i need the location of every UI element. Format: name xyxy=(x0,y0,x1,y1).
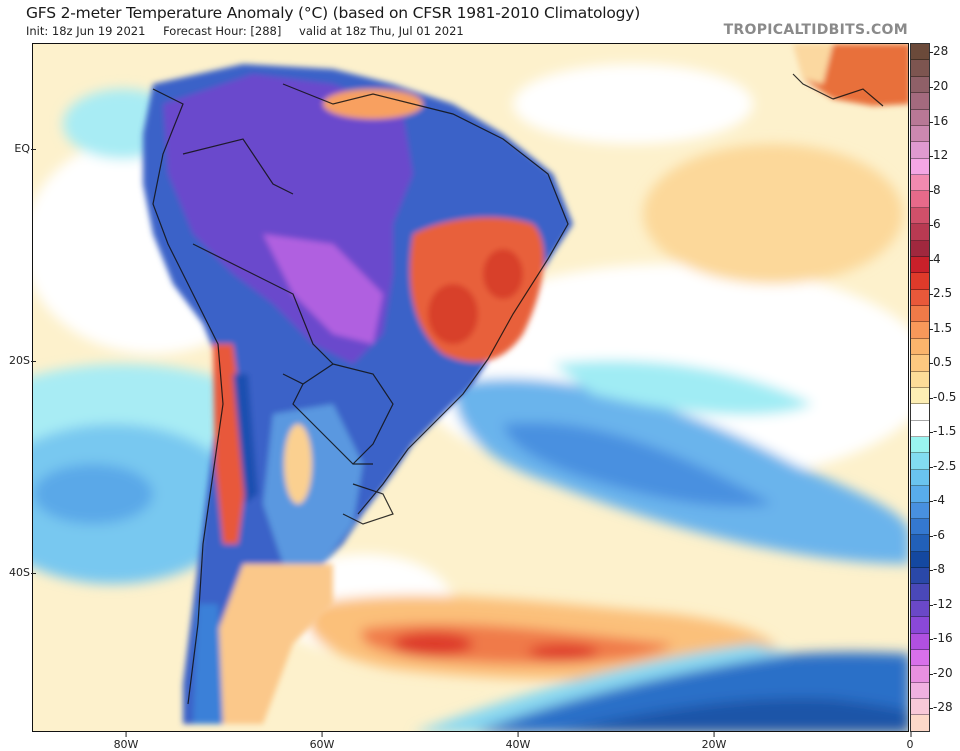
colorbar-label: 16 xyxy=(928,114,949,128)
colorbar-segment xyxy=(911,486,929,503)
colorbar-segment xyxy=(911,715,929,731)
colorbar-segment xyxy=(911,306,929,323)
colorbar-label: 4 xyxy=(929,252,941,266)
x-tick-80w: 80W xyxy=(113,732,139,751)
colorbar-segment xyxy=(911,60,929,77)
colorbar-label: -6 xyxy=(929,528,945,542)
colorbar-label: 1.5 xyxy=(928,321,953,335)
map-panel xyxy=(32,43,909,732)
colorbar-segment xyxy=(911,617,929,634)
colorbar-segment xyxy=(911,273,929,290)
colorbar-label: 12 xyxy=(928,148,949,162)
x-tick-60w: 60W xyxy=(309,732,335,751)
colorbar-segment xyxy=(911,322,929,339)
colorbar-segment xyxy=(911,551,929,568)
colorbar-segment xyxy=(911,256,929,274)
colorbar-segment xyxy=(911,469,929,487)
colorbar-label: -16 xyxy=(929,631,953,645)
colorbar-segment xyxy=(911,175,929,192)
colorbar-label: -1.5 xyxy=(928,424,957,438)
colorbar-label: 28 xyxy=(928,44,949,58)
colorbar-label: 20 xyxy=(928,79,949,93)
y-tick-40s: 40S xyxy=(0,566,36,579)
y-tick-eq: EQ xyxy=(0,142,36,155)
x-tick-20w: 20W xyxy=(701,732,727,751)
colorbar-segment xyxy=(911,420,929,437)
colorbar-segment xyxy=(911,371,929,388)
colorbar-segment xyxy=(911,158,929,175)
colorbar-segment xyxy=(911,437,929,454)
colorbar-segment xyxy=(911,76,929,94)
colorbar-segment xyxy=(911,224,929,241)
colorbar-segment xyxy=(911,518,929,536)
colorbar-segment xyxy=(911,535,929,552)
brand-watermark: TROPICALTIDBITS.COM xyxy=(723,22,908,38)
colorbar-segment xyxy=(911,109,929,126)
x-tick-40w: 40W xyxy=(505,732,531,751)
colorbar-segment xyxy=(911,125,929,143)
colorbar-segment xyxy=(911,404,929,421)
colorbar-label: 2.5 xyxy=(928,286,953,300)
colorbar-segment xyxy=(911,600,929,618)
colorbar-segment xyxy=(911,142,929,159)
colorbar-segment xyxy=(911,355,929,372)
colorbar-segment xyxy=(911,44,929,61)
colorbar-segment xyxy=(911,699,929,716)
x-tick-0: 0 xyxy=(906,732,914,751)
colorbar-label: 8 xyxy=(929,183,941,197)
colorbar-label: 0.5 xyxy=(928,355,953,369)
map-graphic xyxy=(33,44,908,731)
init-time: Init: 18z Jun 19 2021 xyxy=(26,24,146,38)
valid-time: valid at 18z Thu, Jul 01 2021 xyxy=(299,24,464,38)
colorbar-segment xyxy=(911,568,929,585)
colorbar-segment xyxy=(911,649,929,667)
colorbar-segment xyxy=(911,453,929,470)
y-tick-20s: 20S xyxy=(0,354,36,367)
chart-subtitle: Init: 18z Jun 19 2021 Forecast Hour: [28… xyxy=(26,24,478,38)
colorbar-label: -4 xyxy=(929,493,945,507)
colorbar-label: -0.5 xyxy=(928,390,957,404)
colorbar-segment xyxy=(911,633,929,650)
colorbar-segment xyxy=(911,207,929,225)
colorbar-segment xyxy=(911,93,929,110)
forecast-hour: Forecast Hour: [288] xyxy=(163,24,282,38)
colorbar xyxy=(910,43,930,732)
colorbar-segment xyxy=(911,387,929,405)
colorbar-segment xyxy=(911,289,929,306)
colorbar-segment xyxy=(911,191,929,208)
colorbar-label: -20 xyxy=(929,666,953,680)
colorbar-label: -2.5 xyxy=(928,459,957,473)
colorbar-label: 6 xyxy=(929,217,941,231)
colorbar-label: -28 xyxy=(929,700,953,714)
colorbar-segment xyxy=(911,338,929,356)
colorbar-segment xyxy=(911,240,929,257)
chart-title: GFS 2-meter Temperature Anomaly (°C) (ba… xyxy=(26,4,641,22)
colorbar-segment xyxy=(911,502,929,519)
colorbar-segment xyxy=(911,666,929,683)
colorbar-segment xyxy=(911,682,929,699)
colorbar-label: -8 xyxy=(929,562,945,576)
colorbar-segment xyxy=(911,584,929,601)
colorbar-label: -12 xyxy=(929,597,953,611)
